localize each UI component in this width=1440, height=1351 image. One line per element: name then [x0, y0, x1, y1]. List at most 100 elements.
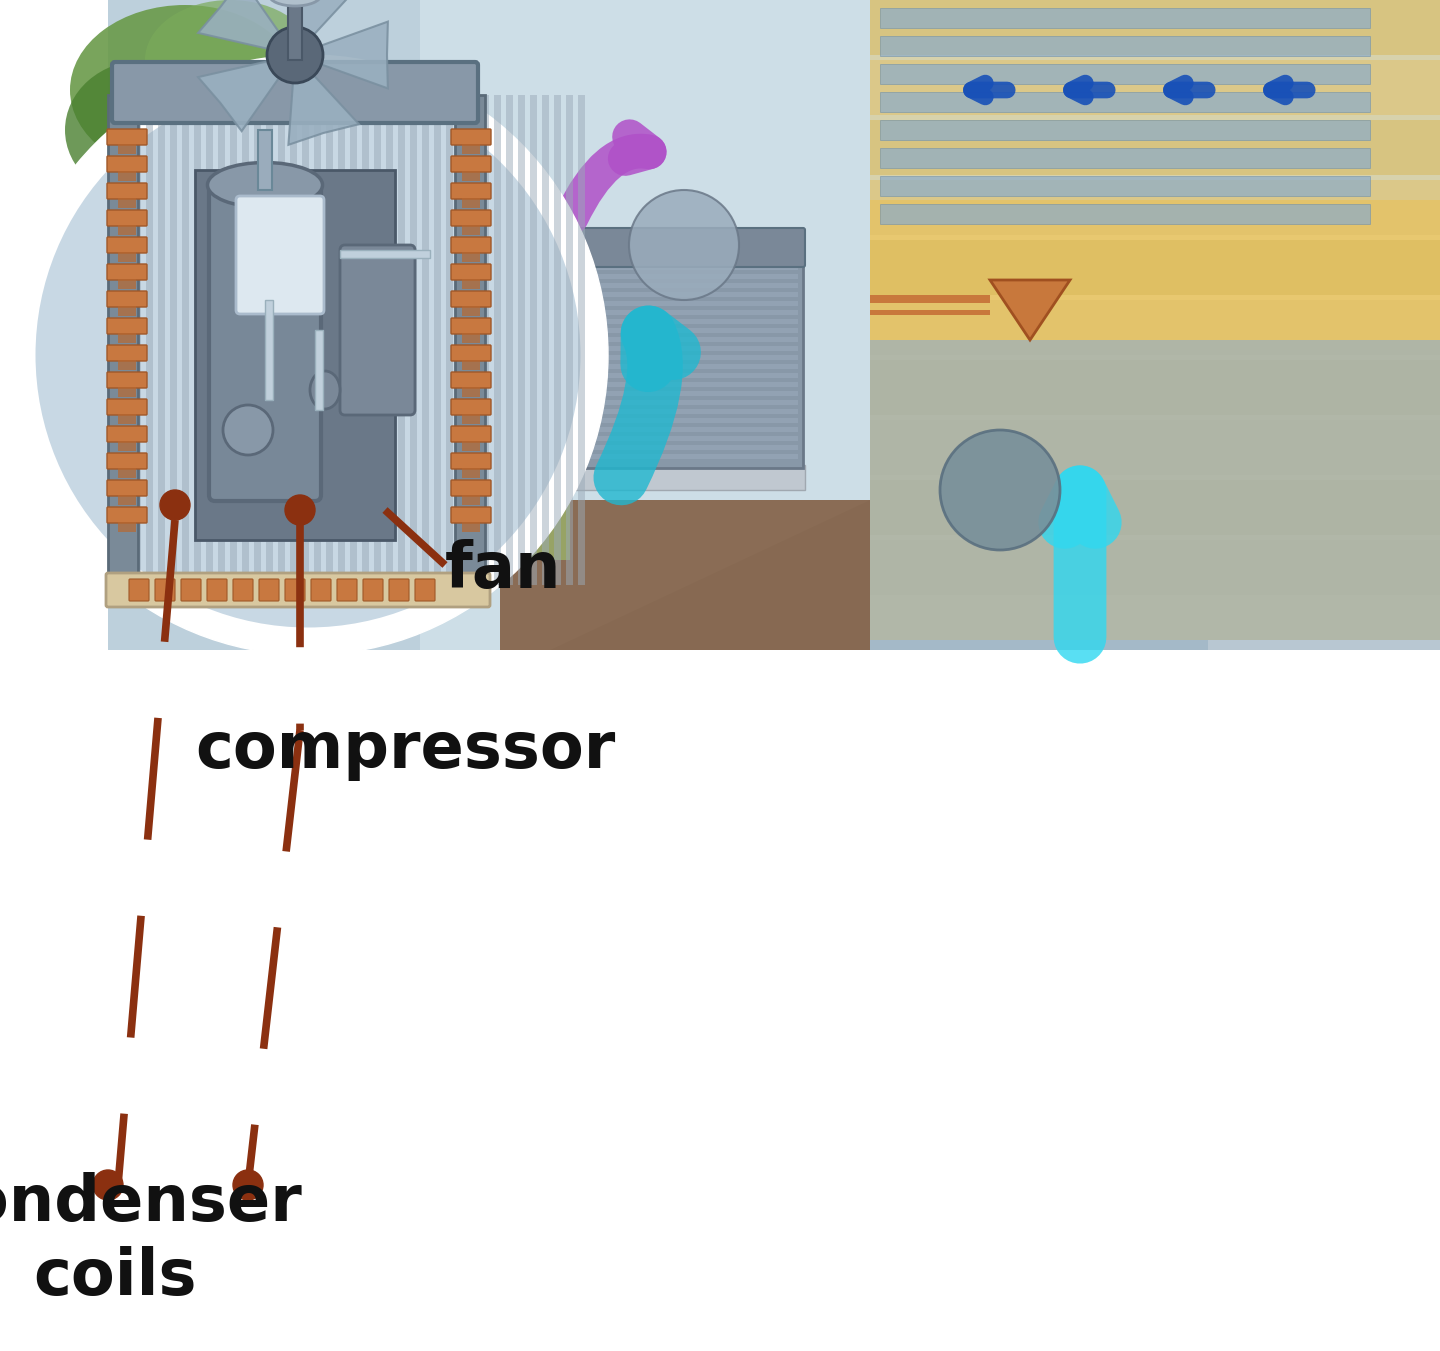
FancyBboxPatch shape — [462, 226, 480, 235]
FancyBboxPatch shape — [209, 178, 321, 501]
FancyBboxPatch shape — [118, 199, 135, 208]
FancyBboxPatch shape — [118, 253, 135, 262]
FancyBboxPatch shape — [206, 95, 213, 585]
Ellipse shape — [65, 59, 225, 200]
FancyBboxPatch shape — [451, 209, 491, 226]
FancyBboxPatch shape — [870, 59, 1440, 115]
FancyBboxPatch shape — [870, 0, 1440, 55]
FancyBboxPatch shape — [451, 345, 491, 361]
FancyBboxPatch shape — [462, 521, 480, 532]
FancyBboxPatch shape — [107, 480, 147, 496]
FancyBboxPatch shape — [870, 120, 1440, 176]
Ellipse shape — [940, 430, 1060, 550]
FancyBboxPatch shape — [350, 95, 357, 585]
FancyBboxPatch shape — [289, 95, 297, 585]
FancyBboxPatch shape — [462, 440, 480, 451]
FancyBboxPatch shape — [570, 309, 798, 315]
FancyBboxPatch shape — [557, 370, 579, 380]
FancyBboxPatch shape — [107, 453, 147, 469]
FancyBboxPatch shape — [118, 494, 135, 505]
FancyBboxPatch shape — [107, 399, 147, 415]
FancyBboxPatch shape — [156, 580, 176, 601]
FancyBboxPatch shape — [325, 95, 333, 585]
FancyBboxPatch shape — [107, 128, 147, 145]
FancyBboxPatch shape — [880, 63, 1369, 84]
Polygon shape — [199, 55, 295, 131]
FancyBboxPatch shape — [462, 253, 480, 262]
FancyBboxPatch shape — [462, 199, 480, 208]
FancyBboxPatch shape — [158, 95, 166, 585]
FancyBboxPatch shape — [107, 507, 147, 523]
FancyBboxPatch shape — [557, 407, 579, 416]
FancyBboxPatch shape — [451, 290, 491, 307]
FancyBboxPatch shape — [570, 436, 798, 440]
Ellipse shape — [223, 405, 274, 455]
Text: compressor: compressor — [194, 719, 615, 781]
FancyBboxPatch shape — [130, 580, 148, 601]
FancyBboxPatch shape — [397, 95, 405, 585]
FancyBboxPatch shape — [870, 309, 991, 315]
Circle shape — [233, 1170, 264, 1200]
FancyBboxPatch shape — [870, 0, 1440, 200]
FancyBboxPatch shape — [236, 196, 324, 313]
FancyBboxPatch shape — [462, 386, 480, 397]
FancyBboxPatch shape — [557, 299, 579, 308]
FancyBboxPatch shape — [462, 413, 480, 424]
Polygon shape — [420, 430, 570, 561]
FancyBboxPatch shape — [451, 480, 491, 496]
FancyBboxPatch shape — [230, 95, 238, 585]
FancyBboxPatch shape — [870, 295, 991, 303]
FancyBboxPatch shape — [462, 332, 480, 343]
FancyBboxPatch shape — [217, 95, 225, 585]
FancyBboxPatch shape — [422, 95, 429, 585]
FancyBboxPatch shape — [302, 95, 310, 585]
FancyBboxPatch shape — [314, 95, 321, 585]
FancyBboxPatch shape — [570, 444, 798, 450]
FancyBboxPatch shape — [462, 494, 480, 505]
FancyBboxPatch shape — [451, 507, 491, 523]
Polygon shape — [991, 280, 1070, 340]
Ellipse shape — [310, 372, 340, 409]
FancyBboxPatch shape — [107, 182, 147, 199]
FancyBboxPatch shape — [374, 95, 382, 585]
FancyBboxPatch shape — [557, 280, 579, 290]
FancyBboxPatch shape — [557, 424, 579, 434]
FancyArrowPatch shape — [621, 334, 672, 477]
Ellipse shape — [145, 0, 315, 120]
FancyBboxPatch shape — [109, 95, 117, 585]
FancyBboxPatch shape — [118, 440, 135, 451]
Circle shape — [160, 490, 190, 520]
FancyBboxPatch shape — [462, 359, 480, 370]
FancyBboxPatch shape — [242, 95, 249, 585]
FancyBboxPatch shape — [570, 355, 798, 359]
FancyBboxPatch shape — [570, 427, 798, 432]
FancyBboxPatch shape — [880, 149, 1369, 168]
FancyArrowPatch shape — [1272, 82, 1308, 97]
FancyBboxPatch shape — [564, 259, 804, 467]
FancyBboxPatch shape — [870, 540, 1440, 594]
Polygon shape — [288, 55, 359, 145]
FancyBboxPatch shape — [570, 400, 798, 405]
FancyBboxPatch shape — [870, 300, 1440, 355]
FancyBboxPatch shape — [285, 580, 305, 601]
FancyBboxPatch shape — [207, 580, 228, 601]
FancyBboxPatch shape — [462, 467, 480, 478]
FancyBboxPatch shape — [577, 95, 585, 585]
FancyBboxPatch shape — [118, 467, 135, 478]
FancyBboxPatch shape — [410, 95, 418, 585]
FancyBboxPatch shape — [340, 245, 415, 415]
FancyBboxPatch shape — [107, 263, 147, 280]
FancyBboxPatch shape — [311, 580, 331, 601]
FancyBboxPatch shape — [880, 176, 1369, 196]
FancyBboxPatch shape — [118, 521, 135, 532]
FancyBboxPatch shape — [451, 263, 491, 280]
FancyBboxPatch shape — [118, 145, 135, 154]
FancyBboxPatch shape — [557, 353, 579, 362]
FancyBboxPatch shape — [145, 95, 153, 585]
FancyBboxPatch shape — [451, 182, 491, 199]
FancyBboxPatch shape — [118, 280, 135, 289]
Ellipse shape — [207, 162, 323, 208]
FancyBboxPatch shape — [338, 95, 346, 585]
FancyBboxPatch shape — [570, 390, 798, 396]
FancyBboxPatch shape — [107, 290, 147, 307]
